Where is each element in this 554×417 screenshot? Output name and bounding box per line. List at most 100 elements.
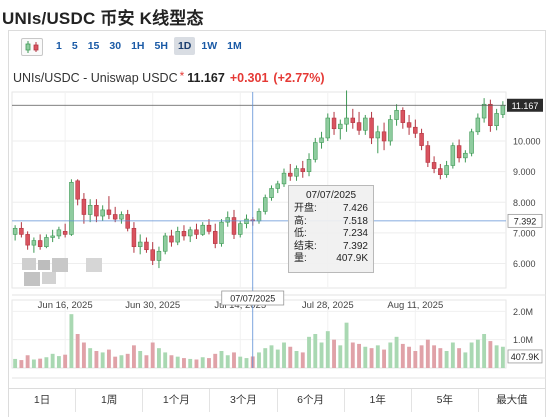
ohlc-tooltip: 07/07/2025 开盘: 7.426 高: 7.518 低: 7.234 结束: 7… — [288, 185, 374, 273]
volume-bar — [275, 349, 280, 368]
candle — [187, 226, 193, 243]
volume-bar — [482, 334, 487, 368]
volume-bar — [63, 354, 68, 368]
volume-bar — [257, 352, 261, 368]
candle-body — [200, 224, 205, 235]
volume-bar — [75, 334, 80, 368]
interval-1m[interactable]: 1M — [227, 40, 242, 52]
candle — [319, 131, 324, 149]
candle-body — [125, 214, 130, 229]
candle-body — [463, 152, 468, 159]
candle-body — [75, 180, 80, 200]
candle-body — [294, 168, 299, 177]
range-button[interactable]: 5年 — [412, 389, 479, 412]
crosshair-price-tag — [507, 213, 543, 228]
candle-body — [313, 142, 318, 160]
tooltip-value: 7.392 — [342, 240, 368, 252]
volume-bar — [163, 352, 168, 368]
crosshair-date-tag — [221, 290, 285, 306]
candle-body — [256, 211, 262, 222]
tooltip-row: 开盘: 7.426 — [294, 203, 368, 216]
candle — [356, 111, 362, 135]
volume-bar — [419, 345, 424, 368]
candle-body — [181, 231, 187, 237]
candle — [388, 114, 393, 146]
volume-bar — [319, 342, 324, 368]
volume-bar — [81, 342, 86, 368]
candle — [281, 168, 287, 187]
candle — [87, 199, 93, 223]
crosshair-price-label: 7.392 — [514, 216, 537, 226]
volume-bar — [238, 356, 243, 368]
volume-bar — [488, 341, 493, 368]
volume-bar — [94, 351, 99, 368]
range-selector: 1日 1周 1个月 3个月 6个月 1年 5年 最大值 — [9, 388, 545, 412]
last-price-tag — [507, 98, 543, 112]
candle-body — [475, 117, 481, 133]
candle-body — [356, 122, 362, 131]
candle — [263, 194, 268, 215]
volume-bar — [119, 355, 124, 368]
candle-body — [12, 227, 18, 235]
volume-bar — [357, 343, 361, 368]
range-button[interactable]: 6个月 — [278, 389, 345, 412]
page-title: UNIs/USDC 币安 K线型态 — [2, 9, 204, 28]
candlestick-icon[interactable] — [21, 38, 43, 56]
volume-bar — [244, 358, 249, 368]
candle-body — [344, 117, 349, 125]
volume-bar — [457, 348, 462, 368]
volume-bar — [169, 355, 174, 368]
volume-bar — [38, 358, 43, 368]
interval-1d[interactable]: 1D — [173, 37, 196, 55]
symbol-header: UNIs/USDC - Uniswap USDC * 11.167 +0.301 (+2… — [13, 69, 325, 85]
volume-bar — [382, 349, 387, 368]
x-tick-label: Jul 14, 2025 — [214, 300, 266, 311]
volume-bar — [425, 339, 430, 368]
tooltip-value: 7.234 — [342, 228, 368, 239]
candle-body — [400, 110, 406, 123]
candle-body — [488, 103, 493, 126]
tooltip-label: 开盘: — [294, 203, 317, 214]
symbol-name: UNIs/USDC - Uniswap USDC — [13, 71, 178, 85]
interval-30[interactable]: 30 — [109, 40, 122, 52]
candle-body — [187, 229, 193, 237]
tooltip-label: 结束: — [294, 240, 317, 252]
tooltip-row: 量: 407.9K — [294, 253, 368, 266]
candle — [238, 220, 243, 238]
candle — [438, 163, 443, 180]
candle-body — [263, 197, 268, 212]
volume-bar — [313, 334, 318, 368]
range-button[interactable]: 1周 — [76, 389, 144, 412]
candle — [150, 242, 155, 266]
range-button[interactable]: 1个月 — [143, 389, 211, 412]
range-button[interactable]: 最大值 — [496, 394, 528, 406]
volume-bar — [56, 356, 61, 368]
volume-bar — [494, 345, 499, 368]
candle-body — [44, 237, 49, 247]
interval-1w[interactable]: 1W — [201, 40, 218, 52]
candle — [350, 108, 356, 129]
range-button[interactable]: 3个月 — [210, 389, 278, 412]
interval-1h[interactable]: 1H — [131, 40, 145, 52]
range-button[interactable]: 1年 — [345, 389, 412, 412]
candle-body — [438, 168, 443, 175]
candle — [137, 234, 143, 255]
range-button[interactable]: 1日 — [9, 389, 77, 412]
candle-body — [87, 205, 93, 215]
candle-body — [419, 133, 424, 146]
candle-body — [300, 168, 306, 172]
candle-body — [363, 117, 368, 131]
interval-5[interactable]: 5 — [71, 40, 78, 52]
candle-body — [106, 209, 112, 215]
volume-bar — [182, 358, 186, 368]
candle — [344, 90, 349, 132]
candle-body — [288, 172, 293, 177]
interval-5h[interactable]: 5H — [154, 40, 168, 52]
interval-15[interactable]: 15 — [87, 40, 100, 52]
candle — [100, 205, 105, 221]
volume-bar — [444, 351, 449, 368]
tooltip-label: 高: — [294, 215, 307, 227]
interval-1[interactable]: 1 — [56, 40, 62, 52]
candle-body — [94, 205, 99, 217]
